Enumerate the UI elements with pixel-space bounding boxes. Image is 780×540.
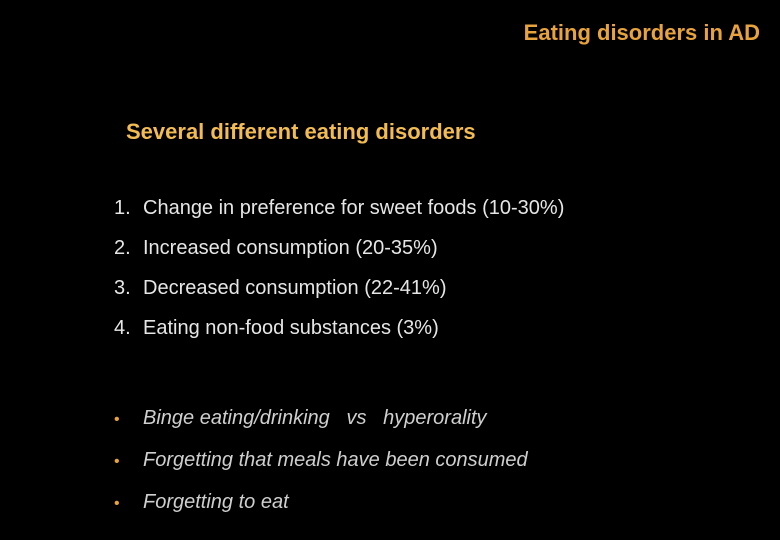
slide-title: Eating disorders in AD	[523, 20, 760, 45]
bullet-item: • Forgetting that meals have been consum…	[114, 440, 528, 482]
numbered-list: 1. Change in preference for sweet foods …	[114, 188, 614, 348]
bullet-item: • Forgetting to eat	[114, 482, 528, 524]
bullet-text: Forgetting that meals have been consumed	[143, 449, 528, 471]
slide-subtitle: Several different eating disorders	[126, 119, 476, 144]
bullet-icon: •	[114, 411, 120, 428]
list-item: 2. Increased consumption (20-35%)	[114, 228, 614, 268]
item-text: Increased consumption (20-35%)	[143, 237, 438, 259]
item-text: Change in preference for sweet foods (10…	[143, 197, 565, 219]
bullet-icon: •	[114, 495, 120, 512]
bullet-list: • Binge eating/drinking vs hyperorality …	[114, 398, 528, 524]
item-text: Decreased consumption (22-41%)	[143, 277, 447, 299]
list-item: 4. Eating non-food substances (3%)	[114, 308, 614, 348]
bullet-icon: •	[114, 453, 120, 470]
list-item: 1. Change in preference for sweet foods …	[114, 188, 614, 228]
bullet-text: Binge eating/drinking vs hyperorality	[143, 407, 487, 429]
list-item: 3. Decreased consumption (22-41%)	[114, 268, 614, 308]
item-number: 2.	[114, 237, 131, 259]
item-number: 4.	[114, 317, 131, 339]
item-text: Eating non-food substances (3%)	[143, 317, 439, 339]
bullet-item: • Binge eating/drinking vs hyperorality	[114, 398, 528, 440]
item-number: 1.	[114, 197, 131, 219]
bullet-text: Forgetting to eat	[143, 491, 289, 513]
item-number: 3.	[114, 277, 131, 299]
